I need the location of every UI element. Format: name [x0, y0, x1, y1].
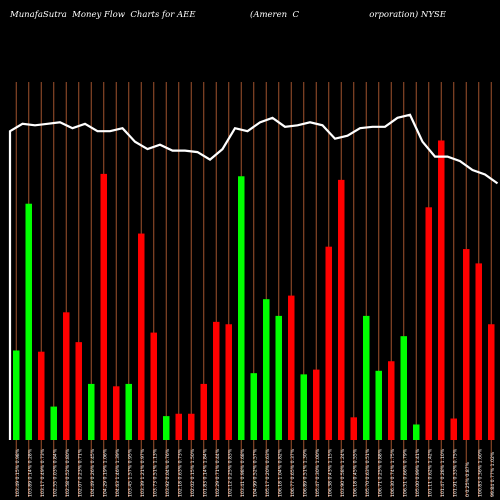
- bar: [200, 383, 207, 440]
- tick-label: 102.58 0.52% 0.80%: [65, 448, 71, 497]
- tick-label: 102.12 0.25% 0.83%: [227, 448, 233, 497]
- tick-label: 106.18 0.45% 0.55%: [352, 448, 358, 497]
- bar: [138, 233, 145, 440]
- tick-label: 103.73 0.51% 1.13%: [152, 448, 158, 497]
- tick-labels: 103.49 0.15% 0.98% 103.89 0.14% 0.28% 103.…: [15, 448, 496, 497]
- tick-label: 105.47 0.30% 1.00%: [315, 448, 321, 497]
- bar: [463, 249, 470, 440]
- bar: [413, 424, 420, 440]
- bar: [338, 179, 345, 440]
- bar: [363, 315, 370, 440]
- bar: [375, 370, 382, 440]
- tick-label: 104.29 0.19% 1.06%: [102, 448, 108, 497]
- bar: [13, 350, 20, 440]
- tick-label: 104.63 1.46% 1.39%: [115, 448, 121, 497]
- tick-label: 102.02 0.15% 1.50%: [190, 448, 196, 497]
- bar: [225, 324, 232, 440]
- bar: [300, 374, 307, 440]
- bar: [88, 383, 95, 440]
- chart-subtitle: (Ameren C orporation) NYSE: [250, 10, 446, 20]
- bar: [125, 383, 132, 440]
- tick-label: 103.92 0.04% 0.76%: [165, 448, 171, 497]
- bar: [275, 315, 282, 440]
- tick-label: 105.00 0.99% 1.41%: [415, 448, 421, 497]
- tick-label: 101.83 0.14% 1.84%: [202, 448, 208, 497]
- tick-label: 101.47 0.28% 1.10%: [440, 448, 446, 497]
- price-line: [8, 113, 499, 440]
- tick-label: 106.30 0.74% 1.75%: [390, 448, 396, 497]
- tick-label: 105.17 0.20% 0.63%: [265, 448, 271, 497]
- bar: [400, 336, 407, 440]
- bar: [63, 312, 70, 440]
- tick-label: 99.84 0.77% 1.02%: [490, 451, 496, 497]
- bar: [150, 332, 157, 440]
- bar: [250, 373, 257, 440]
- tick-label: 103.41 0.98% 0.68%: [240, 448, 246, 497]
- bar: [188, 413, 195, 440]
- bar: [50, 406, 57, 440]
- bar: [350, 417, 357, 440]
- tick-label: 100.83 0.36% 1.60%: [477, 448, 483, 497]
- bar: [288, 295, 295, 440]
- bar: [450, 418, 457, 440]
- bar: [163, 416, 170, 440]
- bar: [313, 369, 320, 440]
- tick-label: 103.89 0.14% 0.28%: [27, 448, 33, 497]
- bar: [75, 342, 82, 440]
- bar: [238, 176, 245, 441]
- chart-title: MunafaSutra Money Flow Charts for AEE: [10, 10, 196, 20]
- bar: [263, 299, 270, 440]
- tick-label: 101.91 0.33% 0.75%: [452, 448, 458, 497]
- tick-label: 106.51 0.66% 0.79%: [402, 448, 408, 497]
- tick-label: 103.45 1.57% 0.95%: [127, 448, 133, 497]
- bar: [25, 203, 32, 440]
- bar: [438, 140, 445, 440]
- tick-label: 106.71 0.25% 0.88%: [377, 448, 383, 497]
- tick-label: 104.49 0.26% 0.45%: [90, 448, 96, 497]
- tick-label: 105.70 0.63% 0.51%: [365, 448, 371, 497]
- bar: [388, 361, 395, 440]
- tick-label: 101.11 0.62% 1.42%: [427, 448, 433, 497]
- tick-label: 106.89 0.51% 1.30%: [302, 448, 308, 497]
- bar: [325, 246, 332, 440]
- tick-label: 103.39 1.21% 0.97%: [140, 448, 146, 497]
- bar: [213, 321, 220, 440]
- bar: [175, 413, 182, 440]
- tick-label: 103.49 0.15% 0.98%: [15, 448, 21, 497]
- bar: [425, 207, 432, 440]
- tick-label: 106.38 0.43% 1.15%: [327, 448, 333, 497]
- bar: [488, 324, 495, 440]
- tick-label: 103.17 0.49% 0.73%: [40, 448, 46, 497]
- tick-label: 102.55 0.03% 0.84%: [52, 448, 58, 497]
- tick-label: 102.07 0.23% 0.71%: [77, 448, 83, 497]
- tick-label: 102.29 0.71% 0.44%: [215, 448, 221, 497]
- tick-label: 106.77 0.65% 0.37%: [290, 448, 296, 497]
- tick-label: 104.99 0.52% 0.57%: [252, 448, 258, 497]
- bar: [113, 386, 120, 440]
- tick-label: 103.90 0.58% 1.24%: [340, 448, 346, 497]
- tick-label: 102.18 0.63% 0.73%: [177, 448, 183, 497]
- bar: [100, 173, 107, 441]
- tick-label: 106.18 1.04% 0.82%: [277, 448, 283, 497]
- bar: [38, 351, 45, 440]
- bar: [475, 263, 482, 440]
- bars: [13, 140, 495, 441]
- tick-label: 0 0.25% 0.87%: [465, 461, 471, 497]
